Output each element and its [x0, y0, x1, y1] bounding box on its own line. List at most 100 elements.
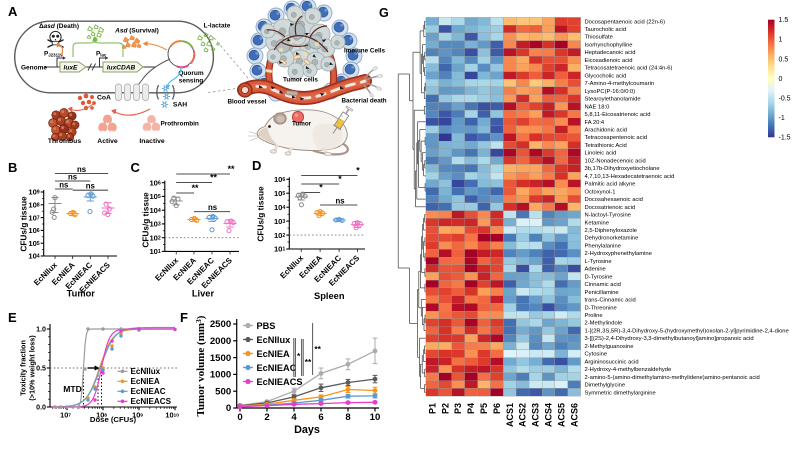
svg-text:107: 107: [60, 411, 71, 420]
svg-text:Plac: Plac: [96, 51, 107, 58]
svg-text:ns: ns: [68, 173, 78, 182]
svg-text:Stearoylethanolamide: Stearoylethanolamide: [585, 97, 641, 103]
svg-text:0.0: 0.0: [36, 404, 46, 412]
svg-text:G: G: [379, 6, 389, 20]
svg-text:EcNIEACS: EcNIEACS: [257, 377, 303, 387]
svg-text:ACS4: ACS4: [543, 403, 553, 427]
svg-text:101: 101: [149, 247, 160, 256]
svg-text:ACS3: ACS3: [531, 403, 541, 427]
svg-text:Glycocholic acid: Glycocholic acid: [585, 73, 627, 79]
svg-text:MTD: MTD: [63, 384, 82, 394]
svg-text:0: 0: [779, 76, 783, 83]
svg-text:108: 108: [96, 411, 107, 420]
svg-text:Tumor: Tumor: [67, 289, 96, 299]
svg-text:EcNIlux: EcNIlux: [257, 335, 292, 345]
svg-text:Tetrathionic Acid: Tetrathionic Acid: [585, 143, 627, 149]
svg-text:Argininosuccinic acid: Argininosuccinic acid: [585, 359, 639, 365]
svg-text:D: D: [252, 158, 261, 173]
svg-text:EcNIEA: EcNIEA: [131, 377, 160, 386]
svg-text:sensing: sensing: [179, 78, 204, 85]
svg-text:PBS: PBS: [257, 321, 276, 331]
svg-text:ACS1: ACS1: [505, 403, 515, 427]
svg-text:Linoleic acid: Linoleic acid: [585, 151, 617, 157]
svg-text:1.0: 1.0: [36, 326, 46, 334]
svg-text:Days: Days: [294, 424, 320, 436]
svg-text:Genome: Genome: [21, 65, 47, 72]
svg-text:Cinnamic acid: Cinnamic acid: [585, 282, 621, 288]
svg-text:Eicosadienoic acid: Eicosadienoic acid: [585, 58, 633, 64]
svg-text:102: 102: [149, 233, 160, 242]
svg-text:*: *: [297, 351, 301, 361]
svg-text:P3: P3: [453, 403, 463, 414]
svg-text:2500: 2500: [210, 319, 231, 330]
svg-text:Liver: Liver: [192, 289, 215, 299]
svg-text:2,5-Diphenyloxazole: 2,5-Diphenyloxazole: [585, 228, 638, 234]
svg-text:-1.5: -1.5: [779, 135, 791, 142]
svg-text:ns: ns: [335, 197, 345, 206]
svg-text:107: 107: [28, 213, 39, 222]
svg-text:105: 105: [149, 192, 160, 201]
svg-text:3-[[(2S)-2,4-Dihydroxy-3,3-dim: 3-[[(2S)-2,4-Dihydroxy-3,3-dimethylbutan…: [585, 336, 754, 342]
svg-text:CoA: CoA: [97, 95, 111, 102]
svg-text:EcNIlux: EcNIlux: [131, 367, 161, 376]
svg-text:Quorum: Quorum: [178, 70, 203, 77]
svg-text:101: 101: [274, 245, 285, 254]
svg-text:3b,17b-Dihydroxyetiocholane: 3b,17b-Dihydroxyetiocholane: [585, 166, 660, 172]
svg-text:Toxicity fraction(>10% weight: Toxicity fraction(>10% weight loss): [19, 335, 37, 401]
svg-text:Cytosine: Cytosine: [585, 352, 608, 358]
svg-text:2-Methylguanosine: 2-Methylguanosine: [585, 344, 634, 350]
svg-text:L-lactate: L-lactate: [204, 23, 231, 30]
svg-text:104: 104: [28, 252, 39, 261]
svg-text:1.5: 1.5: [779, 17, 789, 24]
svg-text:4,7,10,13-Hexadecatetraenoic a: 4,7,10,13-Hexadecatetraenoic acid: [585, 174, 675, 180]
svg-text:8: 8: [345, 412, 351, 423]
svg-text:2-Methylindole: 2-Methylindole: [585, 321, 623, 327]
svg-text:P6: P6: [492, 403, 502, 414]
svg-text:ns: ns: [59, 181, 69, 190]
svg-text:104: 104: [149, 206, 160, 215]
svg-text:106: 106: [28, 226, 39, 235]
svg-text:EcNIEAC: EcNIEAC: [257, 363, 297, 373]
svg-text:Penicillamine: Penicillamine: [585, 290, 619, 296]
svg-text:2000: 2000: [210, 336, 231, 347]
svg-text:P2: P2: [440, 403, 450, 414]
svg-text:104: 104: [274, 203, 285, 212]
svg-text:D-Tyrosine: D-Tyrosine: [585, 274, 613, 280]
svg-text:**: **: [314, 344, 321, 354]
svg-text:500: 500: [215, 386, 231, 397]
svg-text:LysoPC(P-16:0/0:0): LysoPC(P-16:0/0:0): [585, 89, 636, 95]
svg-text:Octoxynol-1: Octoxynol-1: [585, 189, 616, 195]
svg-text:Phenylalanine: Phenylalanine: [585, 243, 621, 249]
svg-text:P5: P5: [479, 403, 489, 414]
svg-text:SAH: SAH: [173, 102, 187, 109]
svg-text:A: A: [8, 4, 18, 19]
svg-text:*: *: [319, 183, 323, 193]
svg-text:D-Threonine: D-Threonine: [585, 305, 617, 311]
svg-text:ns: ns: [77, 165, 87, 174]
svg-text:F: F: [180, 310, 188, 325]
svg-text:4: 4: [291, 412, 297, 423]
svg-text:**: **: [210, 173, 217, 183]
svg-text:1: 1: [779, 37, 783, 44]
svg-text:luxCDAB: luxCDAB: [107, 64, 136, 71]
svg-text:Thiosulfate: Thiosulfate: [585, 35, 613, 41]
svg-text:P4: P4: [466, 403, 476, 414]
svg-text:0: 0: [237, 412, 242, 423]
svg-text:Palmitic acid alkyne: Palmitic acid alkyne: [585, 182, 636, 188]
svg-text:7-Amino-4-methylcoumarin: 7-Amino-4-methylcoumarin: [585, 81, 655, 87]
svg-text:L-Tyrosine: L-Tyrosine: [585, 259, 612, 265]
svg-text:P1: P1: [427, 403, 437, 414]
svg-text:ACS6: ACS6: [569, 403, 579, 427]
svg-text:10Z-Nonadecenoic acid: 10Z-Nonadecenoic acid: [585, 158, 646, 164]
svg-text:2: 2: [264, 412, 269, 423]
svg-text:ACS2: ACS2: [518, 403, 528, 427]
svg-text:luxE: luxE: [64, 64, 79, 71]
svg-text:106: 106: [149, 178, 160, 187]
svg-text:Tetracosatetraenoic acid (24:4: Tetracosatetraenoic acid (24:4n-6): [585, 66, 673, 72]
svg-text:6: 6: [318, 412, 323, 423]
svg-text:**: **: [192, 183, 199, 193]
svg-text:Tumor: Tumor: [292, 121, 312, 128]
svg-text:**: **: [228, 164, 235, 174]
svg-text:EcNIEAC: EcNIEAC: [131, 387, 166, 396]
svg-text:Dehydronorketamine: Dehydronorketamine: [585, 236, 639, 242]
